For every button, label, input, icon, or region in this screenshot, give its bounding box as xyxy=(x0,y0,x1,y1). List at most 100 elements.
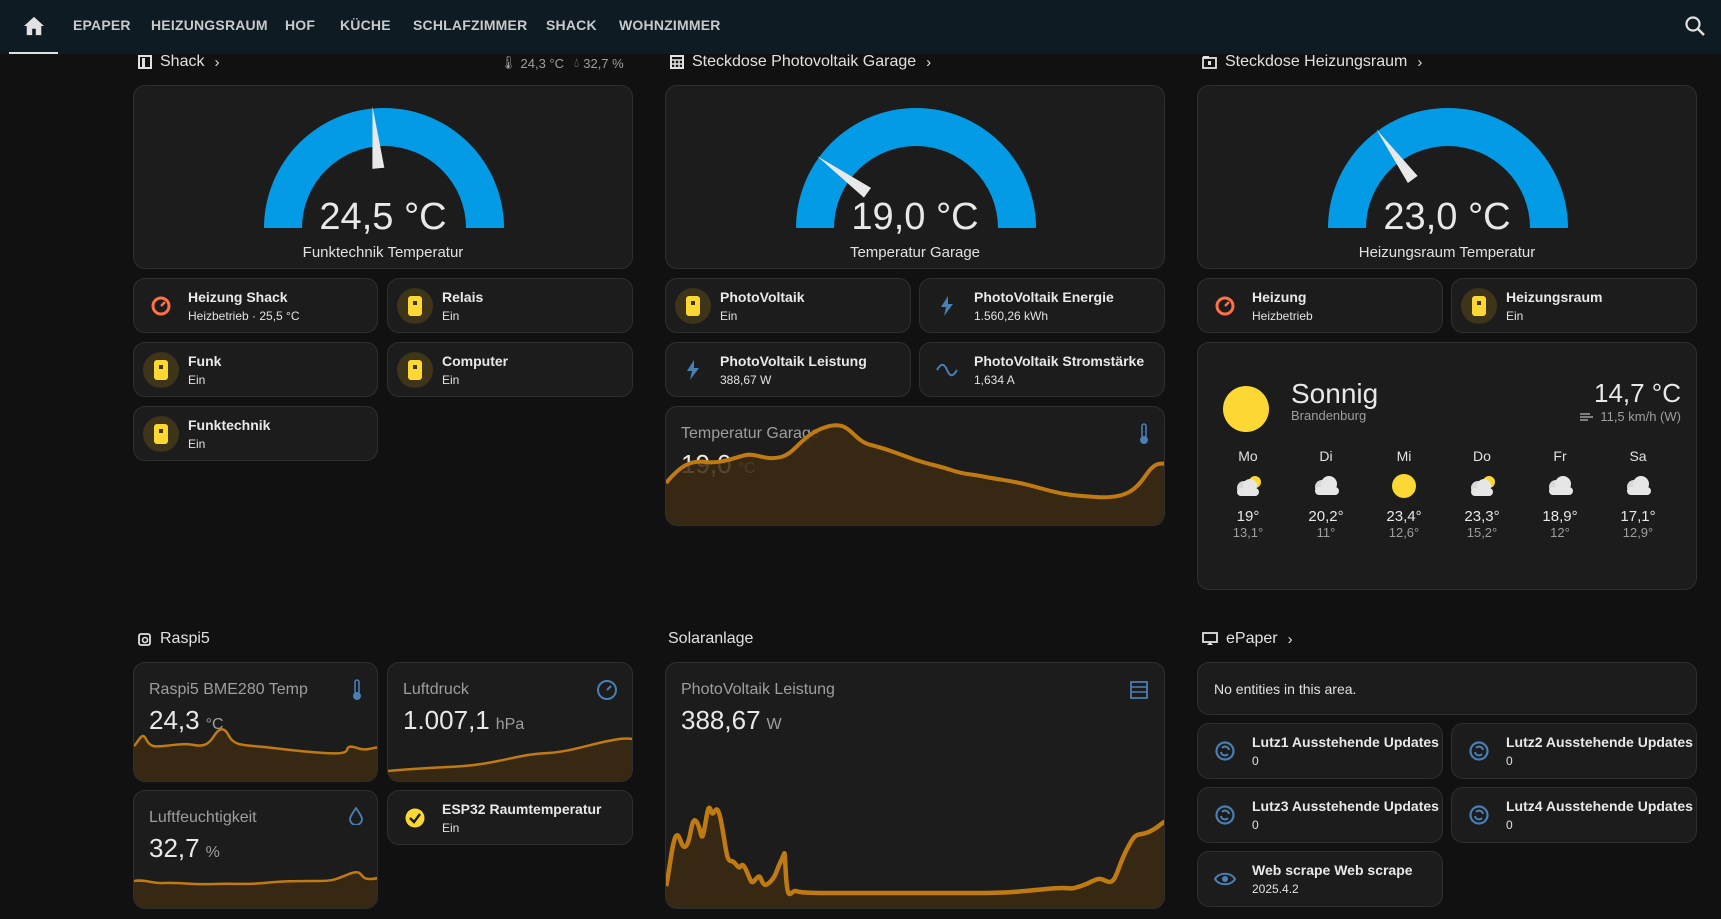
forecast-day: Di 20,2° 11° xyxy=(1296,448,1356,540)
tile-web-scrape[interactable]: Web scrape Web scrape 2025.4.2 xyxy=(1197,851,1443,907)
forecast-low: 13,1° xyxy=(1232,525,1264,540)
sensor-name: Luftfeuchtigkeit xyxy=(149,809,257,826)
tile-name: PhotoVoltaik Leistung xyxy=(720,353,867,369)
search-icon[interactable] xyxy=(1683,14,1707,38)
gauge-arc xyxy=(796,108,1036,228)
tile-name: Relais xyxy=(442,289,484,305)
tile-heizungsraum[interactable]: Heizungsraum Ein xyxy=(1451,278,1697,333)
sensor-card-temperatur-garage[interactable]: Temperatur Garage 19,0°C xyxy=(665,406,1165,526)
power-socket-icon xyxy=(1461,288,1497,324)
forecast-day-label: Mo xyxy=(1238,448,1258,464)
update-icon xyxy=(1207,797,1243,833)
sensor-value: 1.007,1 xyxy=(403,705,490,735)
tile-heizung[interactable]: Heizung Heizbetrieb xyxy=(1197,278,1443,333)
tab-heizungsraum[interactable]: HEIZUNGSRAUM xyxy=(151,17,268,33)
forecast-day: Fr 18,9° 12° xyxy=(1530,448,1590,540)
thermostat-icon xyxy=(143,288,179,324)
tile-lutz3-updates[interactable]: Lutz3 Ausstehende Updates 0 xyxy=(1197,787,1443,843)
section-header-epaper[interactable]: ePaper › xyxy=(1202,630,1293,648)
section-header-raspi5[interactable]: Raspi5 xyxy=(138,630,210,648)
tab-wohnzimmer[interactable]: WOHNZIMMER xyxy=(619,17,721,33)
sensor-card-luftdruck[interactable]: Luftdruck 1.007,1 hPa xyxy=(387,662,633,782)
tile-name: Lutz1 Ausstehende Updates xyxy=(1252,734,1439,750)
weather-location: Brandenburg xyxy=(1291,408,1367,423)
sensor-card-photovoltaik-leistung[interactable]: PhotoVoltaik Leistung 388,67 W xyxy=(665,662,1165,909)
forecast-day-label: Mi xyxy=(1396,448,1412,464)
tile-name: Heizungsraum xyxy=(1506,289,1603,305)
tile-name: Funktechnik xyxy=(188,417,271,433)
sensor-card-luftfeuchtigkeit[interactable]: Luftfeuchtigkeit 32,7% xyxy=(133,790,378,909)
tile-state: Ein xyxy=(188,373,206,387)
update-icon xyxy=(1461,733,1497,769)
tile-lutz2-updates[interactable]: Lutz2 Ausstehende Updates 0 xyxy=(1451,723,1697,779)
tab-shack[interactable]: SHACK xyxy=(546,17,597,33)
tile-relais[interactable]: Relais Ein xyxy=(387,278,633,333)
thermometer-icon xyxy=(353,679,361,700)
weather-wind: 11,5 km/h (W) xyxy=(1579,409,1681,424)
gauge-needle xyxy=(372,106,385,169)
tile-photovoltaik[interactable]: PhotoVoltaik Ein xyxy=(665,278,911,333)
tile-esp32-raumtemperatur[interactable]: ESP32 Raumtemperatur Ein xyxy=(387,790,633,845)
tile-heizung-shack[interactable]: Heizung Shack Heizbetrieb · 25,5 °C xyxy=(133,278,378,333)
raspberry-icon xyxy=(138,633,151,646)
weather-card[interactable]: Sonnig Brandenburg 14,7 °C 11,5 km/h (W)… xyxy=(1197,342,1697,590)
gauge-card-heizungsraum[interactable]: 23,0 °C Heizungsraum Temperatur xyxy=(1197,85,1697,269)
shack-humidity: 32,7 % xyxy=(583,55,624,71)
tile-state: 0 xyxy=(1252,754,1259,768)
tile-name: Heizung xyxy=(1252,289,1307,305)
sensor-unit: hPa xyxy=(495,716,525,733)
power-socket-icon xyxy=(143,352,179,388)
gauge-arc xyxy=(1328,108,1568,228)
tab-epaper[interactable]: EPAPER xyxy=(73,17,131,33)
tab-schlafzimmer[interactable]: SCHLAFZIMMER xyxy=(413,17,528,33)
gauge xyxy=(1328,108,1568,228)
tile-state: Ein xyxy=(442,821,460,835)
tile-funktechnik[interactable]: Funktechnik Ein xyxy=(133,406,378,461)
tab-hof[interactable]: HOF xyxy=(285,17,316,33)
door-icon xyxy=(138,55,152,69)
thermostat-icon xyxy=(1207,288,1243,324)
section-title: Solaranlage xyxy=(668,630,754,647)
water-percent-icon xyxy=(349,807,363,825)
section-header-solaranlage: Solaranlage xyxy=(668,630,753,648)
tile-funk[interactable]: Funk Ein xyxy=(133,342,378,397)
forecast-high: 23,4° xyxy=(1386,508,1422,525)
home-tab[interactable] xyxy=(9,0,58,54)
tile-name: ESP32 Raumtemperatur xyxy=(442,801,602,817)
power-socket-icon xyxy=(143,416,179,452)
tile-computer[interactable]: Computer Ein xyxy=(387,342,633,397)
tile-lutz4-updates[interactable]: Lutz4 Ausstehende Updates 0 xyxy=(1451,787,1697,843)
gauge-card-funktechnik[interactable]: 24,5 °C Funktechnik Temperatur xyxy=(133,85,633,269)
forecast-day: Sa 17,1° 12,9° xyxy=(1608,448,1668,540)
sun-icon xyxy=(1223,386,1269,432)
solar-panel-icon xyxy=(1130,681,1148,699)
forecast-day-label: Di xyxy=(1319,448,1333,464)
gauge-needle xyxy=(1376,129,1418,183)
forecast-day-label: Sa xyxy=(1629,448,1647,464)
forecast-high: 23,3° xyxy=(1464,508,1500,525)
sensor-value: 32,7 xyxy=(149,833,200,863)
chevron-right-icon: › xyxy=(214,53,220,71)
tile-photovoltaik-stromstaerke[interactable]: PhotoVoltaik Stromstärke 1,634 A xyxy=(919,342,1165,397)
sparkline-photovoltaik-leistung xyxy=(666,805,1164,908)
weather-condition: Sonnig xyxy=(1291,378,1379,409)
sensor-name: PhotoVoltaik Leistung xyxy=(681,681,835,698)
section-header-shack[interactable]: Shack › xyxy=(138,53,219,71)
tile-name: PhotoVoltaik Energie xyxy=(974,289,1114,305)
shack-temp: 24,3 °C xyxy=(520,55,565,71)
section-header-heizungsraum[interactable]: Steckdose Heizungsraum › xyxy=(1202,53,1422,71)
section-header-garage[interactable]: Steckdose Photovoltaik Garage › xyxy=(670,53,931,71)
sensor-value: 388,67 xyxy=(681,705,761,735)
tile-photovoltaik-energie[interactable]: PhotoVoltaik Energie 1.560,26 kWh xyxy=(919,278,1165,333)
grid-icon xyxy=(670,55,684,69)
tab-kueche[interactable]: KÜCHE xyxy=(340,17,391,33)
tile-state: Ein xyxy=(442,309,460,323)
sparkline-luftfeuchtigkeit xyxy=(134,871,377,908)
gauge-card-garage[interactable]: 19,0 °C Temperatur Garage xyxy=(665,85,1165,269)
tile-lutz1-updates[interactable]: Lutz1 Ausstehende Updates 0 xyxy=(1197,723,1443,779)
tile-photovoltaik-leistung[interactable]: PhotoVoltaik Leistung 388,67 W xyxy=(665,342,911,397)
sensor-card-raspi5-temp[interactable]: Raspi5 BME280 Temp 24,3 °C xyxy=(133,662,378,782)
thermometer-icon xyxy=(1140,423,1148,444)
tile-name: Lutz3 Ausstehende Updates xyxy=(1252,798,1439,814)
cloudy-icon xyxy=(1608,468,1668,504)
